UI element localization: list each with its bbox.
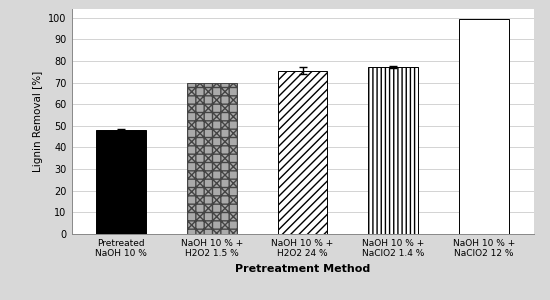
Bar [459, 19, 509, 234]
Bar [278, 71, 327, 234]
Y-axis label: Lignin Removal [%]: Lignin Removal [%] [32, 71, 43, 172]
X-axis label: Pretreatment Method: Pretreatment Method [235, 264, 370, 274]
Bar [187, 82, 237, 234]
Bar [96, 130, 146, 234]
Bar [368, 68, 418, 234]
